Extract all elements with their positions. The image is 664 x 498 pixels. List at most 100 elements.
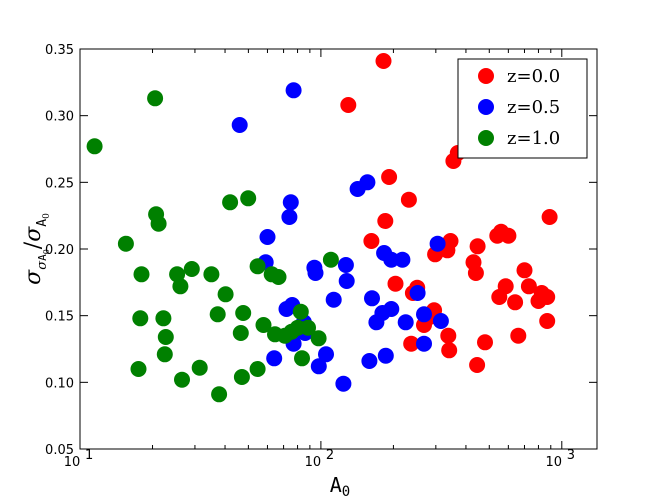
data-point-series-2-34 [292,303,309,320]
data-point-series-2-37 [310,330,327,347]
x-tick-label-0: 10 [64,455,81,470]
x-axis-label-main: A [330,473,342,497]
data-point-series-1-37 [432,313,449,329]
legend: z=0.0 z=0.5 z=1.0 [457,58,588,159]
x-tick-label-exp-2: 3 [567,448,575,463]
data-point-series-2-36 [300,319,316,336]
data-point-series-1-20 [335,375,352,392]
x-tick-label-2: 10 [546,455,563,470]
data-point-series-2-0 [86,138,103,155]
data-point-series-0-22 [469,238,486,255]
data-point-series-0-17 [441,342,458,359]
data-point-series-1-31 [394,251,411,268]
data-point-series-0-1 [375,53,392,69]
data-point-series-2-26 [249,361,266,377]
y-label-sub-1b: A [36,254,49,261]
data-point-series-1-17 [325,291,342,308]
data-point-series-2-12 [172,278,189,295]
data-point-series-2-18 [211,386,228,403]
data-point-series-0-29 [497,278,514,295]
data-point-series-2-7 [150,215,167,232]
data-point-series-2-10 [157,329,174,345]
data-point-series-2-24 [240,190,257,207]
data-point-series-0-6 [387,275,404,292]
data-point-series-1-35 [416,306,432,323]
data-point-series-0-33 [520,278,537,295]
data-point-series-0-30 [507,294,524,311]
data-point-series-1-3 [259,229,276,245]
data-point-series-2-22 [233,369,250,385]
data-point-series-2-35 [294,350,310,367]
data-point-series-0-4 [377,213,394,229]
data-point-series-2-21 [232,325,249,341]
data-point-series-1-1 [285,82,302,99]
data-point-series-2-3 [132,310,149,327]
x-tick-label-exp-0: 1 [85,448,93,463]
data-point-series-1-7 [282,194,299,211]
data-point-series-2-16 [203,266,220,283]
data-point-series-1-36 [429,235,446,252]
plot-frame [79,48,598,450]
data-point-series-0-0 [340,97,357,113]
y-axis-label-text: σσA0/σA0 [21,213,52,285]
data-point-series-2-25 [249,258,266,275]
data-point-series-1-19 [338,273,355,289]
legend-label-2: z=1.0 [507,128,560,149]
data-point-series-2-4 [133,266,150,283]
data-point-series-0-24 [477,334,493,351]
y-tick-label-4: 0.25 [45,176,74,191]
data-point-series-1-23 [361,353,378,369]
legend-marker-2 [478,130,494,146]
data-point-series-2-5 [147,90,164,107]
y-label-sub-2: A [35,219,50,227]
data-point-series-1-14 [307,265,324,281]
data-point-series-0-37 [539,313,556,329]
y-tick-label-6: 0.35 [45,43,74,58]
y-tick-label-3: 0.20 [45,243,74,258]
data-point-series-1-34 [416,335,432,352]
x-tick-label-1: 10 [305,455,322,470]
y-label-sub-1c: 0 [42,249,51,254]
x-axis-label: A0 [330,473,350,498]
data-point-series-2-9 [156,346,173,363]
data-point-series-0-15 [442,233,459,249]
data-point-series-0-21 [467,265,484,281]
data-point-series-2-8 [155,310,172,327]
data-point-series-2-2 [130,361,147,377]
data-point-series-0-27 [500,227,517,244]
legend-label-0: z=0.0 [507,66,560,87]
data-point-series-2-23 [235,305,252,321]
y-tick-label-5: 0.30 [45,110,74,125]
data-point-series-1-33 [409,285,426,301]
x-tick-label-exp-1: 2 [326,448,334,463]
x-axis-label-sub: 0 [342,484,350,498]
y-axis-label: σσA0/σA0 [21,213,52,285]
data-point-series-2-38 [322,251,339,268]
data-point-series-1-15 [310,358,327,375]
data-point-series-1-18 [337,257,354,273]
data-point-series-1-4 [266,350,283,367]
data-point-series-2-20 [222,194,239,211]
data-point-series-1-29 [383,301,400,317]
data-point-series-0-2 [381,169,398,185]
data-point-series-1-6 [281,209,298,225]
data-point-series-1-28 [377,347,394,364]
y-tick-label-2: 0.15 [45,310,74,325]
y-label-sub-2b: 0 [42,213,52,219]
data-point-series-0-32 [516,262,533,279]
y-tick-label-0: 0.05 [45,443,74,458]
data-point-series-2-15 [191,359,208,376]
data-point-series-1-24 [364,290,380,307]
y-label-sigma-1: σ [21,269,46,285]
data-point-series-0-38 [541,209,558,225]
data-point-series-0-3 [363,233,380,249]
data-point-series-0-36 [539,289,556,305]
data-point-series-1-16 [318,346,334,363]
data-point-series-2-17 [209,306,226,323]
data-point-series-2-14 [183,261,200,277]
data-point-series-0-31 [510,327,527,344]
data-point-series-1-0 [231,117,248,133]
data-point-series-2-1 [117,235,134,252]
data-point-series-1-22 [359,174,376,191]
